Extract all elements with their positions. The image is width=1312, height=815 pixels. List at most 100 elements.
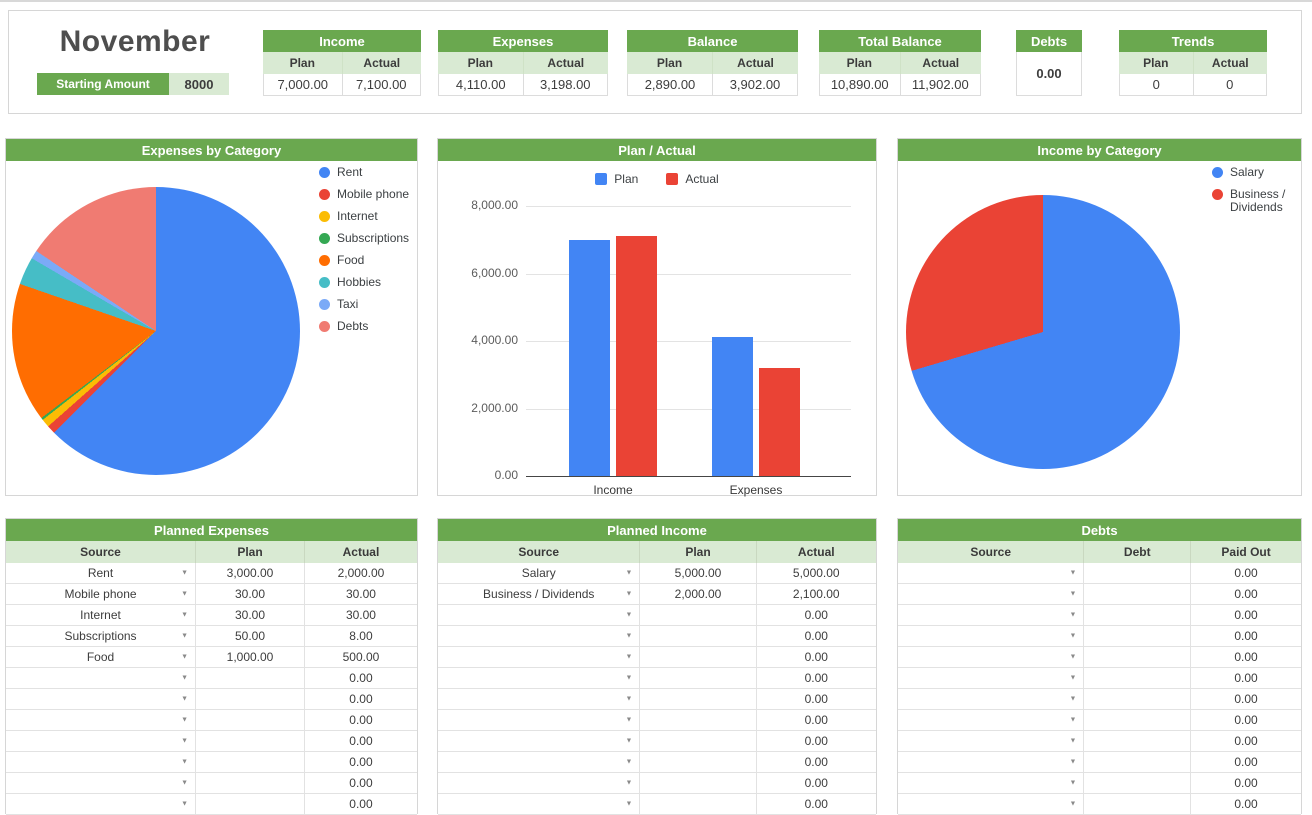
source-cell[interactable]: ▼ bbox=[438, 647, 639, 667]
source-cell[interactable]: ▼ bbox=[898, 773, 1083, 793]
dropdown-arrow-icon[interactable]: ▼ bbox=[625, 611, 633, 619]
paid-out-cell[interactable]: 0.00 bbox=[1190, 731, 1301, 751]
plan-cell[interactable]: 3,000.00 bbox=[195, 563, 304, 583]
dropdown-arrow-icon[interactable]: ▼ bbox=[625, 590, 633, 598]
source-cell[interactable]: ▼ bbox=[898, 626, 1083, 646]
actual-cell[interactable]: 0.00 bbox=[755, 773, 876, 793]
actual-cell[interactable]: 0.00 bbox=[303, 752, 417, 772]
card-value-cell[interactable]: 4,110.00 bbox=[438, 74, 524, 96]
dropdown-arrow-icon[interactable]: ▼ bbox=[1069, 632, 1077, 640]
source-cell[interactable]: ▼ bbox=[898, 584, 1083, 604]
plan-cell[interactable] bbox=[639, 731, 755, 751]
source-cell[interactable]: ▼ bbox=[898, 605, 1083, 625]
actual-cell[interactable]: 0.00 bbox=[755, 731, 876, 751]
card-value-cell[interactable]: 11,902.00 bbox=[900, 74, 981, 96]
source-cell[interactable]: ▼ bbox=[6, 752, 195, 772]
actual-cell[interactable]: 0.00 bbox=[755, 647, 876, 667]
actual-cell[interactable]: 0.00 bbox=[303, 773, 417, 793]
actual-cell[interactable]: 2,000.00 bbox=[303, 563, 417, 583]
dropdown-arrow-icon[interactable]: ▼ bbox=[1069, 590, 1077, 598]
starting-amount-value[interactable]: 8000 bbox=[169, 73, 229, 95]
actual-cell[interactable]: 0.00 bbox=[303, 794, 417, 814]
dropdown-arrow-icon[interactable]: ▼ bbox=[625, 758, 633, 766]
actual-cell[interactable]: 2,100.00 bbox=[755, 584, 876, 604]
source-cell[interactable]: Rent ▼ bbox=[6, 563, 195, 583]
source-cell[interactable]: ▼ bbox=[898, 668, 1083, 688]
actual-cell[interactable]: 8.00 bbox=[303, 626, 417, 646]
plan-cell[interactable]: 30.00 bbox=[195, 584, 304, 604]
paid-out-cell[interactable]: 0.00 bbox=[1190, 563, 1301, 583]
plan-cell[interactable]: 2,000.00 bbox=[639, 584, 755, 604]
plan-cell[interactable] bbox=[195, 710, 304, 730]
plan-cell[interactable] bbox=[639, 689, 755, 709]
source-cell[interactable]: ▼ bbox=[438, 668, 639, 688]
debt-cell[interactable] bbox=[1083, 710, 1190, 730]
source-cell[interactable]: Subscriptions ▼ bbox=[6, 626, 195, 646]
dropdown-arrow-icon[interactable]: ▼ bbox=[181, 674, 189, 682]
paid-out-cell[interactable]: 0.00 bbox=[1190, 773, 1301, 793]
plan-cell[interactable] bbox=[195, 773, 304, 793]
dropdown-arrow-icon[interactable]: ▼ bbox=[181, 590, 189, 598]
card-value-cell[interactable]: 7,000.00 bbox=[263, 74, 343, 96]
dropdown-arrow-icon[interactable]: ▼ bbox=[625, 632, 633, 640]
dropdown-arrow-icon[interactable]: ▼ bbox=[1069, 800, 1077, 808]
paid-out-cell[interactable]: 0.00 bbox=[1190, 605, 1301, 625]
dropdown-arrow-icon[interactable]: ▼ bbox=[625, 674, 633, 682]
dropdown-arrow-icon[interactable]: ▼ bbox=[1069, 674, 1077, 682]
dropdown-arrow-icon[interactable]: ▼ bbox=[625, 695, 633, 703]
dropdown-arrow-icon[interactable]: ▼ bbox=[1069, 737, 1077, 745]
debt-cell[interactable] bbox=[1083, 794, 1190, 814]
actual-cell[interactable]: 0.00 bbox=[755, 626, 876, 646]
dropdown-arrow-icon[interactable]: ▼ bbox=[181, 716, 189, 724]
source-cell[interactable]: Mobile phone ▼ bbox=[6, 584, 195, 604]
paid-out-cell[interactable]: 0.00 bbox=[1190, 626, 1301, 646]
dropdown-arrow-icon[interactable]: ▼ bbox=[181, 800, 189, 808]
dropdown-arrow-icon[interactable]: ▼ bbox=[181, 695, 189, 703]
actual-cell[interactable]: 0.00 bbox=[755, 689, 876, 709]
source-cell[interactable]: ▼ bbox=[438, 710, 639, 730]
debt-cell[interactable] bbox=[1083, 668, 1190, 688]
source-cell[interactable]: ▼ bbox=[438, 794, 639, 814]
paid-out-cell[interactable]: 0.00 bbox=[1190, 668, 1301, 688]
source-cell[interactable]: ▼ bbox=[438, 773, 639, 793]
plan-cell[interactable]: 5,000.00 bbox=[639, 563, 755, 583]
dropdown-arrow-icon[interactable]: ▼ bbox=[1069, 758, 1077, 766]
actual-cell[interactable]: 0.00 bbox=[303, 689, 417, 709]
dropdown-arrow-icon[interactable]: ▼ bbox=[625, 779, 633, 787]
plan-cell[interactable] bbox=[639, 626, 755, 646]
card-value-cell[interactable]: 2,890.00 bbox=[627, 74, 713, 96]
debt-cell[interactable] bbox=[1083, 647, 1190, 667]
paid-out-cell[interactable]: 0.00 bbox=[1190, 584, 1301, 604]
dropdown-arrow-icon[interactable]: ▼ bbox=[181, 611, 189, 619]
paid-out-cell[interactable]: 0.00 bbox=[1190, 710, 1301, 730]
plan-cell[interactable] bbox=[195, 752, 304, 772]
source-cell[interactable]: ▼ bbox=[438, 752, 639, 772]
source-cell[interactable]: ▼ bbox=[898, 731, 1083, 751]
dropdown-arrow-icon[interactable]: ▼ bbox=[181, 737, 189, 745]
paid-out-cell[interactable]: 0.00 bbox=[1190, 647, 1301, 667]
card-value-cell[interactable]: 0 bbox=[1193, 74, 1267, 96]
dropdown-arrow-icon[interactable]: ▼ bbox=[1069, 653, 1077, 661]
card-value-cell[interactable]: 10,890.00 bbox=[819, 74, 901, 96]
card-value-cell[interactable]: 3,902.00 bbox=[713, 74, 798, 96]
dropdown-arrow-icon[interactable]: ▼ bbox=[625, 737, 633, 745]
dropdown-arrow-icon[interactable]: ▼ bbox=[1069, 611, 1077, 619]
plan-cell[interactable] bbox=[639, 647, 755, 667]
actual-cell[interactable]: 0.00 bbox=[755, 794, 876, 814]
dropdown-arrow-icon[interactable]: ▼ bbox=[625, 800, 633, 808]
plan-cell[interactable] bbox=[639, 605, 755, 625]
plan-cell[interactable] bbox=[195, 794, 304, 814]
source-cell[interactable]: ▼ bbox=[898, 647, 1083, 667]
source-cell[interactable]: ▼ bbox=[898, 563, 1083, 583]
debt-cell[interactable] bbox=[1083, 584, 1190, 604]
card-value-cell[interactable]: 0 bbox=[1119, 74, 1194, 96]
paid-out-cell[interactable]: 0.00 bbox=[1190, 752, 1301, 772]
source-cell[interactable]: Salary ▼ bbox=[438, 563, 639, 583]
plan-cell[interactable]: 50.00 bbox=[195, 626, 304, 646]
source-cell[interactable]: ▼ bbox=[898, 710, 1083, 730]
source-cell[interactable]: ▼ bbox=[898, 752, 1083, 772]
card-value-cell[interactable]: 7,100.00 bbox=[342, 74, 421, 96]
source-cell[interactable]: ▼ bbox=[6, 689, 195, 709]
actual-cell[interactable]: 5,000.00 bbox=[755, 563, 876, 583]
actual-cell[interactable]: 30.00 bbox=[303, 584, 417, 604]
